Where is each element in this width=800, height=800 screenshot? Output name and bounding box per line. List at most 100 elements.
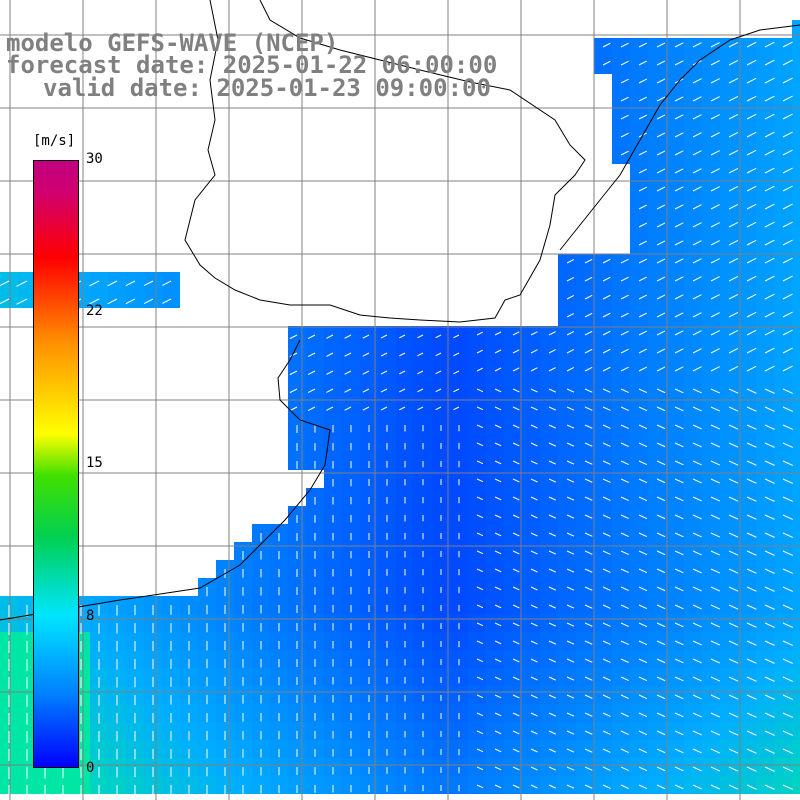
wind-arrow — [476, 640, 484, 645]
wind-arrow — [764, 347, 775, 354]
wind-arrow — [476, 586, 484, 591]
wind-arrow — [602, 532, 611, 537]
wind-arrow — [638, 622, 648, 628]
wind-arrow — [746, 622, 757, 628]
wind-arrow — [326, 352, 334, 357]
wind-arrow — [728, 694, 739, 700]
wind-arrow — [530, 442, 538, 447]
wind-arrow — [764, 712, 775, 718]
wind-arrow — [344, 370, 352, 375]
wind-arrow — [289, 352, 298, 358]
wind-arrow — [638, 496, 648, 502]
colorbar-unit: [m/s] — [33, 133, 76, 149]
wind-arrow — [728, 348, 739, 354]
colorbar-tick-22: 22 — [86, 303, 103, 319]
wind-arrow — [746, 478, 757, 484]
wind-arrow — [512, 658, 520, 663]
wind-arrow — [764, 77, 775, 84]
wind-arrow — [782, 730, 793, 736]
wind-arrow — [584, 568, 593, 573]
wind-arrow — [764, 131, 775, 138]
wind-arrow — [764, 406, 775, 412]
wind-arrow — [289, 388, 298, 394]
wind-arrow — [782, 131, 793, 138]
wind-arrow — [548, 331, 556, 336]
wind-arrow — [656, 730, 666, 736]
wind-arrow — [584, 258, 593, 264]
wind-cell — [792, 344, 800, 362]
wind-arrow — [746, 406, 757, 412]
wind-cell — [792, 236, 800, 254]
wind-arrow — [728, 640, 739, 646]
wind-arrow — [494, 460, 502, 465]
wind-arrow — [548, 478, 557, 483]
wind-arrow — [746, 293, 757, 300]
wind-arrow — [782, 167, 793, 174]
wind-arrow — [782, 442, 793, 448]
wind-cell — [792, 398, 800, 416]
wind-arrow — [764, 694, 775, 700]
wind-arrow — [692, 694, 702, 700]
wind-arrow — [602, 294, 611, 300]
wind-arrow — [494, 349, 502, 354]
wind-arrow — [674, 276, 684, 282]
wind-arrow — [476, 604, 484, 609]
wind-arrow — [764, 514, 775, 520]
wind-arrow — [620, 568, 629, 573]
wind-arrow — [638, 348, 648, 354]
wind-arrow — [782, 712, 793, 718]
wind-arrow — [512, 622, 520, 627]
wind-arrow — [764, 784, 775, 790]
wind-arrow — [692, 168, 702, 174]
wind-arrow — [764, 568, 775, 574]
wind-arrow — [656, 348, 666, 354]
wind-arrow — [692, 348, 702, 354]
wind-arrow — [692, 748, 702, 754]
wind-arrow — [548, 658, 557, 663]
wind-arrow — [512, 694, 520, 699]
wind-arrow — [620, 78, 629, 84]
wind-arrow — [512, 730, 520, 735]
wind-arrow — [764, 365, 775, 372]
wind-arrow — [584, 766, 593, 771]
wind-arrow — [728, 676, 739, 682]
wind-arrow — [764, 275, 775, 282]
wind-arrow — [656, 330, 666, 336]
wind-arrow — [530, 748, 538, 753]
wind-arrow — [453, 388, 460, 393]
wind-arrow — [728, 784, 739, 790]
wind-arrow — [362, 406, 370, 411]
wind-arrow — [692, 132, 702, 138]
wind-arrow — [566, 604, 575, 609]
wind-arrow — [692, 478, 702, 484]
wind-arrow — [674, 406, 684, 412]
wind-arrow — [566, 640, 575, 645]
wind-arrow — [548, 568, 557, 573]
wind-arrow — [674, 586, 684, 592]
wind-arrow — [548, 442, 557, 447]
wind-arrow — [674, 568, 684, 574]
wind-arrow — [782, 347, 793, 354]
wind-cell — [792, 56, 800, 74]
wind-arrow — [764, 550, 775, 556]
wind-arrow — [728, 550, 739, 556]
wind-arrow — [566, 568, 575, 573]
wind-arrow — [728, 478, 739, 484]
wind-arrow — [656, 406, 666, 412]
wind-arrow — [674, 712, 684, 718]
wind-arrow — [584, 294, 593, 300]
wind-arrow — [512, 586, 520, 591]
wind-arrow — [620, 460, 629, 465]
wind-arrow — [674, 622, 684, 628]
wind-arrow — [692, 586, 702, 592]
wind-arrow — [656, 460, 666, 466]
wind-cell — [792, 488, 800, 506]
wind-arrow — [620, 766, 629, 771]
wind-arrow — [710, 658, 721, 664]
wind-arrow — [326, 388, 334, 393]
wind-arrow — [602, 330, 611, 336]
wind-arrow — [566, 295, 575, 300]
wind-arrow — [398, 334, 406, 339]
wind-arrow — [620, 442, 629, 447]
